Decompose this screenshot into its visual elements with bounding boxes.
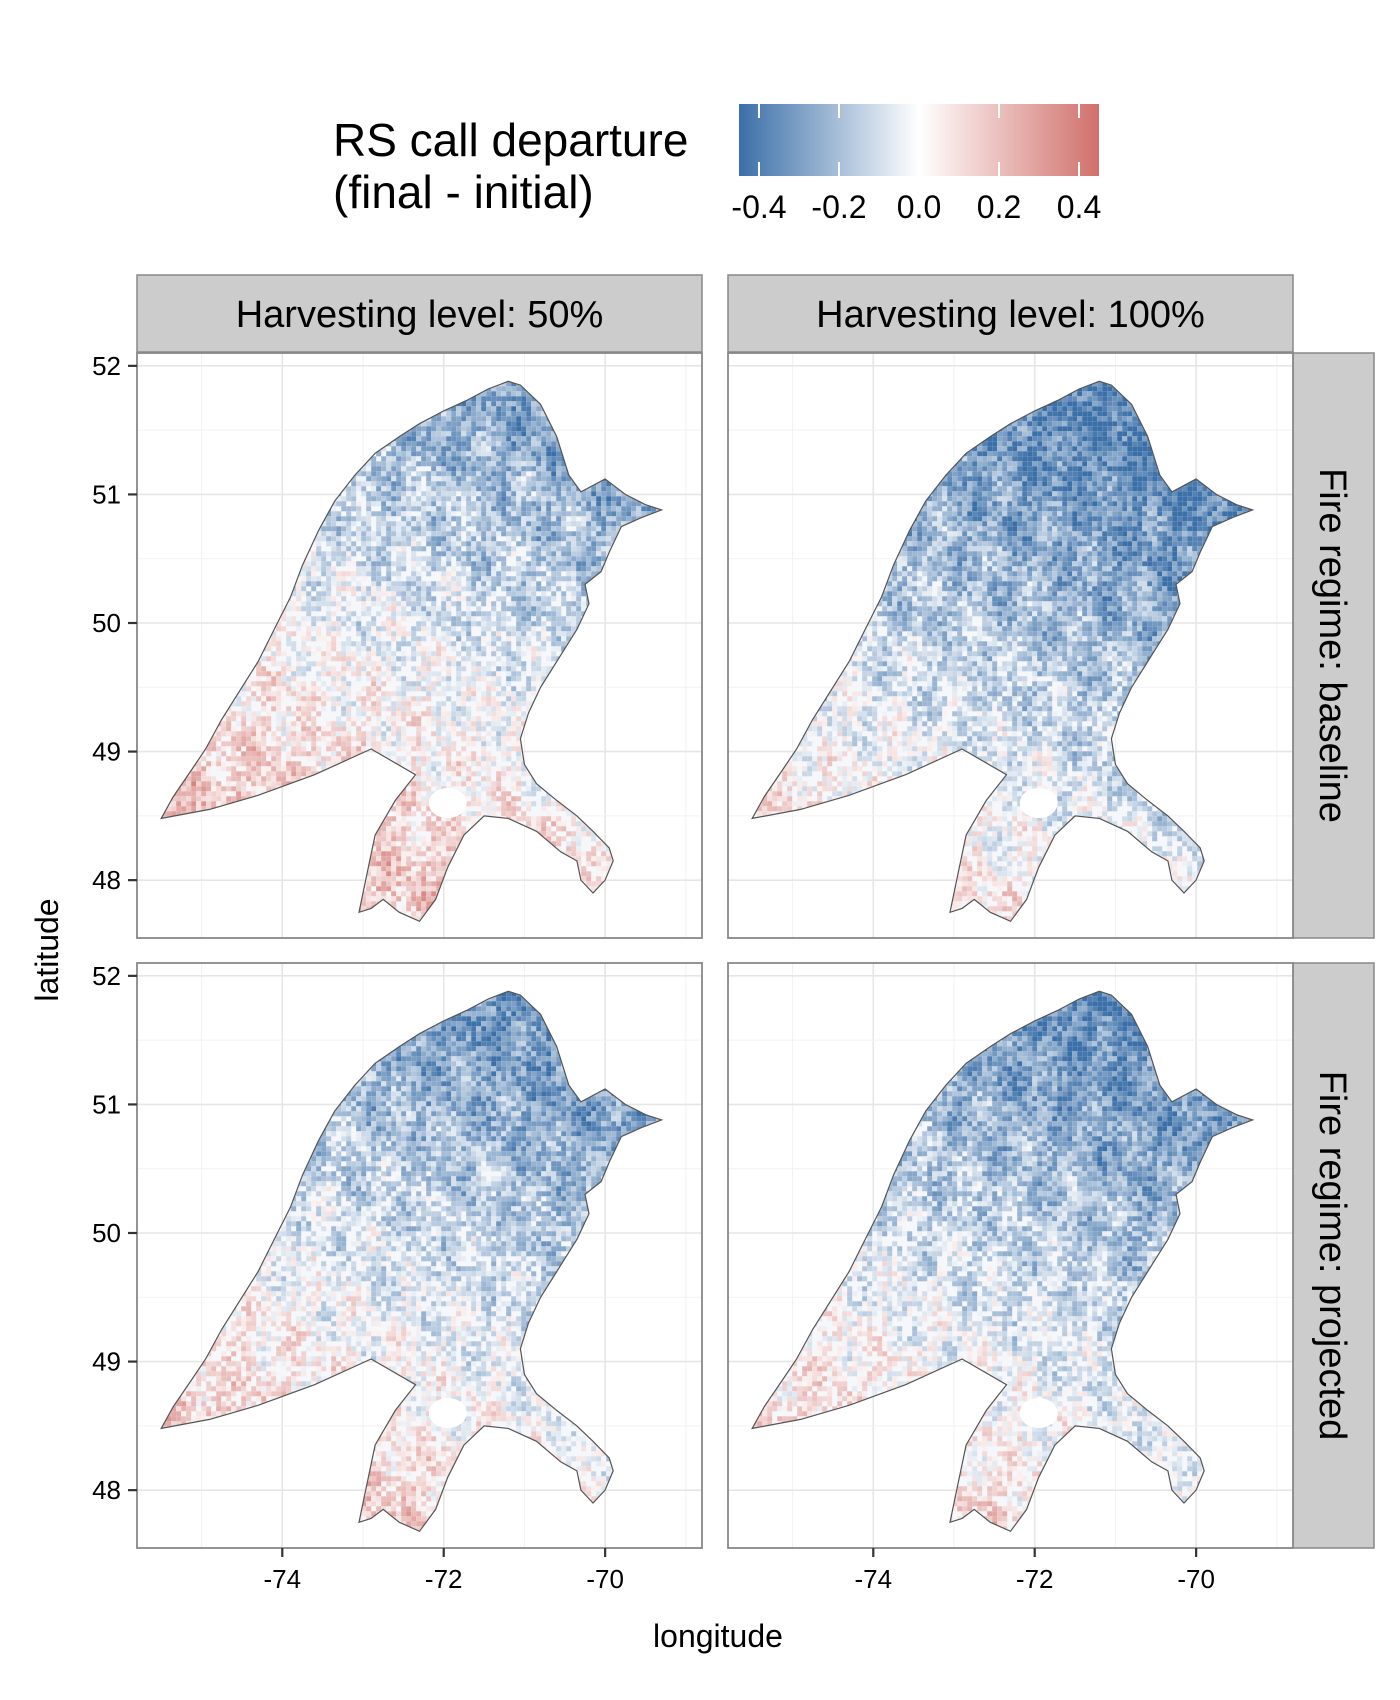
y-tick-label: 48 [92,865,121,895]
x-tick-label: -72 [1016,1564,1054,1594]
region-outline [751,990,1255,1533]
legend: RS call departure (final - initial) -0.4… [333,104,1101,225]
lake-hole [1019,788,1058,818]
lake-hole [428,1398,467,1428]
panel-harvest50-baseline [136,352,703,939]
y-axis-top-row: 48 49 50 51 52 [92,351,137,895]
strip-row-1-label: Fire regime: baseline [1311,468,1353,823]
legend-tick-label: 0.0 [897,189,941,225]
legend-ticks: -0.4 -0.2 0.0 0.2 0.4 [731,104,1101,225]
legend-tick-label: 0.4 [1057,189,1101,225]
panel-harvest50-projected [136,962,703,1549]
strip-col-2-label: Harvesting level: 100% [816,294,1205,336]
x-axis-title: longitude [653,1618,783,1654]
legend-title-line1: RS call departure [333,114,688,166]
strip-row-1 [1292,352,1375,939]
y-axis-bottom-row: 48 49 50 51 52 [92,961,137,1505]
legend-title-line2: (final - initial) [333,166,594,218]
facet-strips: Harvesting level: 50% Harvesting level: … [136,274,1375,1549]
panel-border [727,352,1294,939]
y-tick-label: 48 [92,1475,121,1505]
strip-col-1-label: Harvesting level: 50% [236,294,604,336]
x-tick-label: -74 [854,1564,892,1594]
strip-row-2-label: Fire regime: projected [1311,1071,1353,1441]
panel-harvest100-baseline [727,352,1294,939]
x-tick-label: -74 [263,1564,301,1594]
panel-border [136,962,703,1549]
y-tick-label: 52 [92,351,121,381]
x-axis-right-col: -74 -72 -70 [854,1548,1215,1594]
strip-col-2 [727,274,1294,353]
y-tick-label: 51 [92,479,121,509]
panel-harvest100-projected [727,962,1294,1549]
strip-row-2 [1292,962,1375,1549]
x-tick-label: -70 [586,1564,624,1594]
y-tick-label: 52 [92,961,121,991]
y-axis-title: latitude [29,898,65,1001]
legend-tick-label: -0.4 [731,189,786,225]
x-tick-label: -70 [1177,1564,1215,1594]
y-tick-label: 49 [92,737,121,767]
region-outline [160,990,664,1533]
x-axis-left-col: -74 -72 -70 [263,1548,624,1594]
y-tick-label: 50 [92,1218,121,1248]
y-tick-label: 49 [92,1347,121,1377]
y-tick-label: 50 [92,608,121,638]
lake-hole [1019,1398,1058,1428]
panel-border [136,352,703,939]
panel-border [727,962,1294,1549]
region-outline [751,380,1255,923]
x-tick-label: -72 [425,1564,463,1594]
legend-tick-label: -0.2 [811,189,866,225]
region-outline [160,380,664,923]
legend-tick-label: 0.2 [977,189,1021,225]
strip-col-1 [136,274,703,353]
y-tick-label: 51 [92,1089,121,1119]
lake-hole [428,788,467,818]
